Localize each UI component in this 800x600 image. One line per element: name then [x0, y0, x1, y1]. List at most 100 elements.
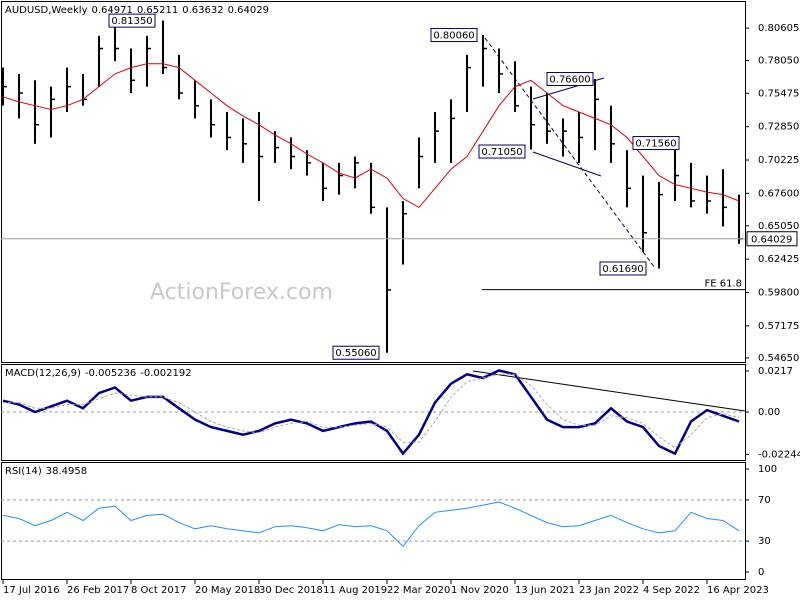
last-price-label: 0.64029	[751, 234, 792, 245]
annotation-box	[599, 261, 647, 276]
y-tick-label: 0.78050	[758, 56, 799, 67]
price-bar	[226, 112, 231, 151]
moving-average	[2, 63, 740, 209]
annotation-box	[332, 345, 380, 360]
watermark: ActionForex.com	[150, 280, 333, 305]
price-bar	[354, 156, 359, 189]
price-panel	[1, 1, 746, 363]
fe-level-label: FE 61.8	[704, 279, 742, 290]
projection-line	[484, 37, 656, 269]
header-value: 0.64029	[228, 5, 269, 16]
price-bar	[594, 79, 599, 151]
annotation-box	[546, 72, 594, 87]
annotation-label: 0.80060	[433, 31, 474, 42]
price-bar	[418, 137, 423, 189]
x-tick-label: 20 May 2018	[195, 585, 260, 596]
price-bar	[578, 112, 583, 163]
y-tick-label: 30	[758, 536, 771, 547]
y-tick-label: 0.54650	[758, 353, 799, 364]
annotation-label: 0.81350	[111, 16, 152, 27]
x-tick-label: 8 Oct 2017	[131, 585, 186, 596]
price-bar	[258, 112, 263, 201]
price-bar	[482, 35, 487, 87]
price-bar	[674, 143, 679, 201]
y-tick-label: 0.67600	[758, 188, 799, 199]
header-value: -0.002192	[140, 368, 191, 379]
price-bar	[466, 54, 471, 113]
symbol: AUDUSD,Weekly	[5, 5, 88, 16]
x-tick-label: 11 Aug 2019	[323, 585, 387, 596]
indicator-line	[3, 373, 740, 449]
y-tick-label: 0.72850	[758, 122, 799, 133]
price-bar	[130, 48, 135, 93]
price-bar	[610, 105, 615, 163]
last-price-box	[746, 231, 798, 247]
annotation-box	[632, 136, 680, 151]
indicator-line	[2, 369, 740, 456]
price-bar	[50, 86, 55, 138]
y-tick-label: 0.65050	[758, 221, 799, 232]
price-bar	[34, 80, 39, 144]
y-tick-label: 0.00	[758, 407, 780, 418]
price-header: AUDUSD,Weekly 0.64971 0.65211 0.63632 0.6402…	[5, 5, 269, 16]
y-tick-label: 0.70225	[758, 155, 799, 166]
y-tick-label: 0.57175	[758, 321, 799, 332]
annotation-label: 0.71050	[481, 147, 522, 158]
annotation-label: 0.61690	[602, 264, 643, 275]
price-bar	[658, 181, 663, 269]
annotation-label: 0.55060	[335, 348, 376, 359]
y-tick-label: 0.62425	[758, 254, 799, 265]
price-bar	[546, 92, 551, 144]
price-bar	[450, 99, 455, 163]
price-bar	[210, 99, 215, 138]
indicator-name: MACD(12,26,9)	[5, 368, 81, 379]
annotation-box	[108, 13, 156, 28]
x-tick-label: 13 Jun 2021	[515, 585, 575, 596]
x-tick-label: 30 Dec 2018	[259, 585, 323, 596]
price-bar	[722, 169, 727, 227]
price-bar	[690, 162, 695, 208]
y-tick-label: 0.59800	[758, 287, 799, 298]
indicator-line	[2, 501, 740, 548]
header-value: 0.63632	[182, 5, 223, 16]
price-bar	[178, 54, 183, 100]
price-bar	[386, 207, 391, 353]
x-tick-label: 4 Sep 2022	[643, 585, 700, 596]
annotation-label: 0.71560	[635, 139, 676, 150]
price-bar	[242, 118, 247, 163]
trend-line	[532, 151, 602, 177]
indicator-name: RSI(14)	[5, 466, 42, 477]
header-value: 0.64971	[92, 5, 133, 16]
annotation-label: 0.76600	[549, 75, 590, 86]
x-tick-label: 23 Jan 2022	[579, 585, 639, 596]
x-tick-label: 1 Nov 2020	[451, 585, 509, 596]
x-tick-label: 17 Jul 2016	[3, 585, 60, 596]
header-value: 38.4958	[46, 466, 87, 477]
header-value: -0.005236	[85, 368, 136, 379]
y-tick-label: 0	[758, 567, 764, 578]
y-tick-label: -0.022445	[758, 449, 800, 460]
price-bar	[322, 162, 327, 201]
annotation-box	[430, 28, 478, 43]
price-bar	[370, 162, 375, 214]
price-bar	[402, 200, 407, 265]
price-bar	[562, 118, 567, 157]
price-bar	[338, 162, 343, 195]
rsi-header: RSI(14) 38.4958	[5, 466, 87, 477]
price-bar	[194, 80, 199, 119]
price-bar	[290, 137, 295, 170]
price-bar	[2, 67, 7, 106]
header-value: 0.65211	[137, 5, 178, 16]
x-tick-label: 16 Apr 2023	[707, 585, 769, 596]
x-tick-label: 22 Mar 2020	[387, 585, 450, 596]
price-bar	[146, 35, 151, 87]
price-bar	[626, 150, 631, 208]
y-tick-label: 0.0217	[758, 366, 793, 377]
annotation-box	[478, 144, 526, 159]
price-bar	[530, 86, 535, 150]
y-tick-label: 0.80605	[758, 23, 799, 34]
macd-header: MACD(12,26,9) -0.005236 -0.002192	[5, 368, 192, 379]
y-tick-label: 100	[758, 464, 777, 475]
price-bar	[66, 67, 71, 113]
